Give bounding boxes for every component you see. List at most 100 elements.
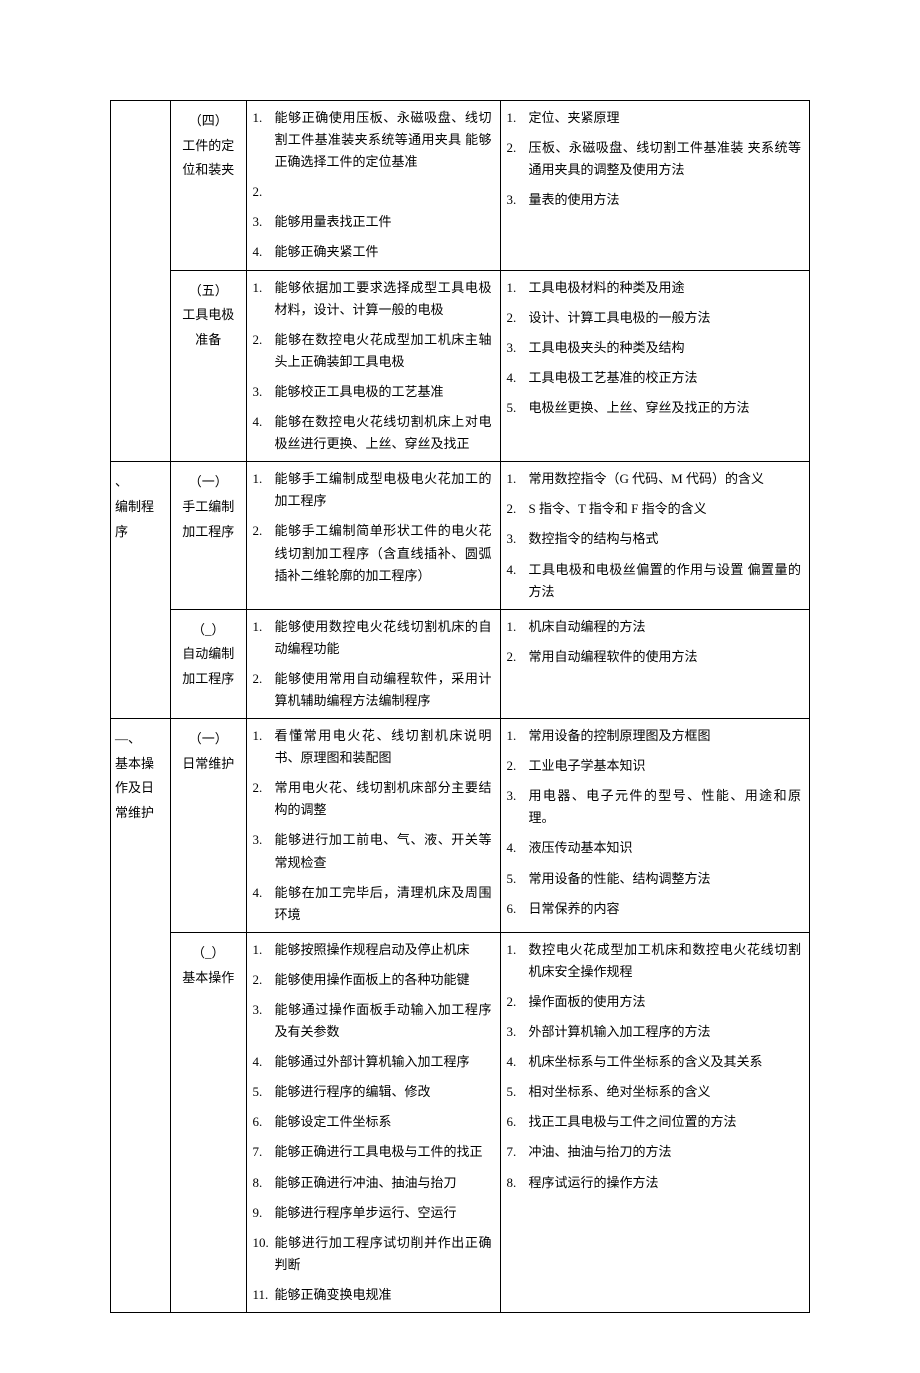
skill-requirements-cell: 1.能够使用数控电火花线切割机床的自动编程功能2.能够使用常用自动编程软件，采用… — [246, 609, 500, 718]
skill-list-item: 4.能够通过外部计算机输入加工程序 — [251, 1051, 492, 1073]
item-number: 4. — [251, 411, 275, 433]
item-text: 能够手工编制成型电极电火花加工的加工程序 — [275, 468, 492, 512]
item-text: 设计、计算工具电极的一般方法 — [529, 307, 802, 329]
item-text: 能够进行程序的编辑、修改 — [275, 1081, 492, 1103]
item-number: 2. — [505, 991, 529, 1013]
knowledge-list-item: 4.工具电极和电极丝偏置的作用与设置 偏置量的方法 — [505, 559, 802, 603]
subcategory-label: （五） 工具电极准备 — [171, 270, 246, 461]
item-number: 2. — [251, 668, 275, 690]
skill-list-item: 7.能够正确进行工具电极与工件的找正 — [251, 1141, 492, 1163]
item-number: 3. — [505, 189, 529, 211]
item-text: 能够在数控电火花线切割机床上对电 极丝进行更换、上丝、穿丝及找正 — [275, 411, 492, 455]
item-number: 1. — [251, 468, 275, 490]
item-number: 5. — [251, 1081, 275, 1103]
item-text: 能够使用数控电火花线切割机床的自动编程功能 — [275, 616, 492, 660]
skill-list-item: 2.能够手工编制简单形状工件的电火花线切割加工程序（含直线插补、圆弧插补二维轮廓… — [251, 520, 492, 586]
item-text: 定位、夹紧原理 — [529, 107, 802, 129]
item-text: 看懂常用电火花、线切割机床说明书、原理图和装配图 — [275, 725, 492, 769]
item-text: 能够正确夹紧工件 — [275, 241, 492, 263]
item-number: 1. — [505, 725, 529, 747]
item-number: 2. — [505, 137, 529, 159]
knowledge-list-item: 2.工业电子学基本知识 — [505, 755, 802, 777]
item-number: 9. — [251, 1202, 275, 1224]
knowledge-list: 1.定位、夹紧原理2.压板、永磁吸盘、线切割工件基准装 夹系统等通用夹具的调整及… — [501, 101, 810, 217]
item-number: 2. — [505, 755, 529, 777]
knowledge-list-item: 3.外部计算机输入加工程序的方法 — [505, 1021, 802, 1043]
item-number: 1. — [251, 107, 275, 129]
item-text: 能够手工编制简单形状工件的电火花线切割加工程序（含直线插补、圆弧插补二维轮廓的加… — [275, 520, 492, 586]
skill-list-item: 2. — [251, 181, 492, 203]
knowledge-list-item: 2.操作面板的使用方法 — [505, 991, 802, 1013]
item-number: 6. — [251, 1111, 275, 1133]
item-number: 4. — [505, 367, 529, 389]
item-number: 1. — [251, 616, 275, 638]
skill-list: 1.能够按照操作规程启动及停止机床2.能够使用操作面板上的各种功能键3.能够通过… — [247, 933, 500, 1312]
knowledge-list-item: 5.电极丝更换、上丝、穿丝及找正的方法 — [505, 397, 802, 419]
item-text: 机床自动编程的方法 — [529, 616, 802, 638]
item-text: 日常保养的内容 — [529, 898, 802, 920]
item-text: 冲油、抽油与抬刀的方法 — [529, 1141, 802, 1163]
knowledge-list-item: 6.日常保养的内容 — [505, 898, 802, 920]
knowledge-list-item: 1.数控电火花成型加工机床和数控电火花线切割机床安全操作规程 — [505, 939, 802, 983]
skill-list-item: 2.能够在数控电火花成型加工机床主轴头上正确装卸工具电极 — [251, 329, 492, 373]
item-text: 能够设定工件坐标系 — [275, 1111, 492, 1133]
item-text: 能够在加工完毕后，清理机床及周围 环境 — [275, 882, 492, 926]
item-text: 相对坐标系、绝对坐标系的含义 — [529, 1081, 802, 1103]
subcategory-label: （_） 自动编制加工程序 — [171, 609, 246, 718]
item-text: 能够使用常用自动编程软件，采用计 算机辅助编程方法编制程序 — [275, 668, 492, 712]
skill-list: 1.看懂常用电火花、线切割机床说明书、原理图和装配图2.常用电火花、线切割机床部… — [247, 719, 500, 932]
item-number: 4. — [251, 241, 275, 263]
item-number: 4. — [251, 1051, 275, 1073]
knowledge-list-item: 3.工具电极夹头的种类及结构 — [505, 337, 802, 359]
skill-list-item: 9.能够进行程序单步运行、空运行 — [251, 1202, 492, 1224]
skill-list: 1.能够使用数控电火花线切割机床的自动编程功能2.能够使用常用自动编程软件，采用… — [247, 610, 500, 718]
knowledge-list: 1.常用设备的控制原理图及方框图2.工业电子学基本知识3.用电器、电子元件的型号… — [501, 719, 810, 926]
item-number: 6. — [505, 1111, 529, 1133]
item-number: 1. — [505, 939, 529, 961]
subcategory-label: （一） 手工编制加工程序 — [171, 462, 246, 609]
skill-list-item: 3.能够校正工具电极的工艺基准 — [251, 381, 492, 403]
skill-requirements-cell: 1.看懂常用电火花、线切割机床说明书、原理图和装配图2.常用电火花、线切割机床部… — [246, 719, 500, 932]
skill-list: 1.能够依据加工要求选择成型工具电极材料，设计、计算一般的电极2.能够在数控电火… — [247, 271, 500, 462]
knowledge-list-item: 2.常用自动编程软件的使用方法 — [505, 646, 802, 668]
skill-requirements-cell: 1.能够正确使用压板、永磁吸盘、线切 割工件基准装夹系统等通用夹具 能够正确选择… — [246, 101, 500, 270]
item-text: 能够在数控电火花成型加工机床主轴头上正确装卸工具电极 — [275, 329, 492, 373]
item-number: 5. — [505, 1081, 529, 1103]
skill-list-item: 1.能够正确使用压板、永磁吸盘、线切 割工件基准装夹系统等通用夹具 能够正确选择… — [251, 107, 492, 173]
knowledge-requirements-cell: 1.工具电极材料的种类及用途2.设计、计算工具电极的一般方法3.工具电极夹头的种… — [500, 270, 809, 461]
skill-list-item: 6.能够设定工件坐标系 — [251, 1111, 492, 1133]
item-text: 工具电极材料的种类及用途 — [529, 277, 802, 299]
knowledge-list-item: 8.程序试运行的操作方法 — [505, 1172, 802, 1194]
skill-list-item: 4.能够正确夹紧工件 — [251, 241, 492, 263]
knowledge-list-item: 1.机床自动编程的方法 — [505, 616, 802, 638]
skill-list-item: 1.能够使用数控电火花线切割机床的自动编程功能 — [251, 616, 492, 660]
item-number: 3. — [505, 785, 529, 807]
item-number: 2. — [505, 646, 529, 668]
item-text: 外部计算机输入加工程序的方法 — [529, 1021, 802, 1043]
item-text: 电极丝更换、上丝、穿丝及找正的方法 — [529, 397, 802, 419]
item-text: 数控电火花成型加工机床和数控电火花线切割机床安全操作规程 — [529, 939, 802, 983]
item-text: 能够校正工具电极的工艺基准 — [275, 381, 492, 403]
item-text: 量表的使用方法 — [529, 189, 802, 211]
category-cell: 、 编制程序 — [111, 462, 171, 719]
item-number: 2. — [251, 777, 275, 799]
knowledge-list-item: 2.S 指令、T 指令和 F 指令的含义 — [505, 498, 802, 520]
skill-requirements-cell: 1.能够手工编制成型电极电火花加工的加工程序 2.能够手工编制简单形状工件的电火花… — [246, 462, 500, 609]
item-number: 7. — [251, 1141, 275, 1163]
item-text: 机床坐标系与工件坐标系的含义及其关系 — [529, 1051, 802, 1073]
knowledge-requirements-cell: 1.机床自动编程的方法 2.常用自动编程软件的使用方法 — [500, 609, 809, 718]
knowledge-list-item: 1.常用数控指令（G 代码、M 代码）的含义 — [505, 468, 802, 490]
item-text: 能够正确进行冲油、抽油与抬刀 — [275, 1172, 492, 1194]
knowledge-requirements-cell: 1.数控电火花成型加工机床和数控电火花线切割机床安全操作规程 2.操作面板的使用方… — [500, 932, 809, 1312]
item-number: 4. — [505, 837, 529, 859]
item-number: 3. — [251, 829, 275, 851]
item-number: 4. — [251, 882, 275, 904]
item-number: 5. — [505, 397, 529, 419]
knowledge-list: 1.常用数控指令（G 代码、M 代码）的含义 2.S 指令、T 指令和 F 指令的… — [501, 462, 810, 608]
item-text: 工具电极和电极丝偏置的作用与设置 偏置量的方法 — [529, 559, 802, 603]
skill-list: 1.能够正确使用压板、永磁吸盘、线切 割工件基准装夹系统等通用夹具 能够正确选择… — [247, 101, 500, 270]
knowledge-list-item: 4.工具电极工艺基准的校正方法 — [505, 367, 802, 389]
skill-list-item: 10.能够进行加工程序试切削并作出正确 判断 — [251, 1232, 492, 1276]
knowledge-requirements-cell: 1.定位、夹紧原理2.压板、永磁吸盘、线切割工件基准装 夹系统等通用夹具的调整及… — [500, 101, 809, 270]
item-number: 8. — [505, 1172, 529, 1194]
